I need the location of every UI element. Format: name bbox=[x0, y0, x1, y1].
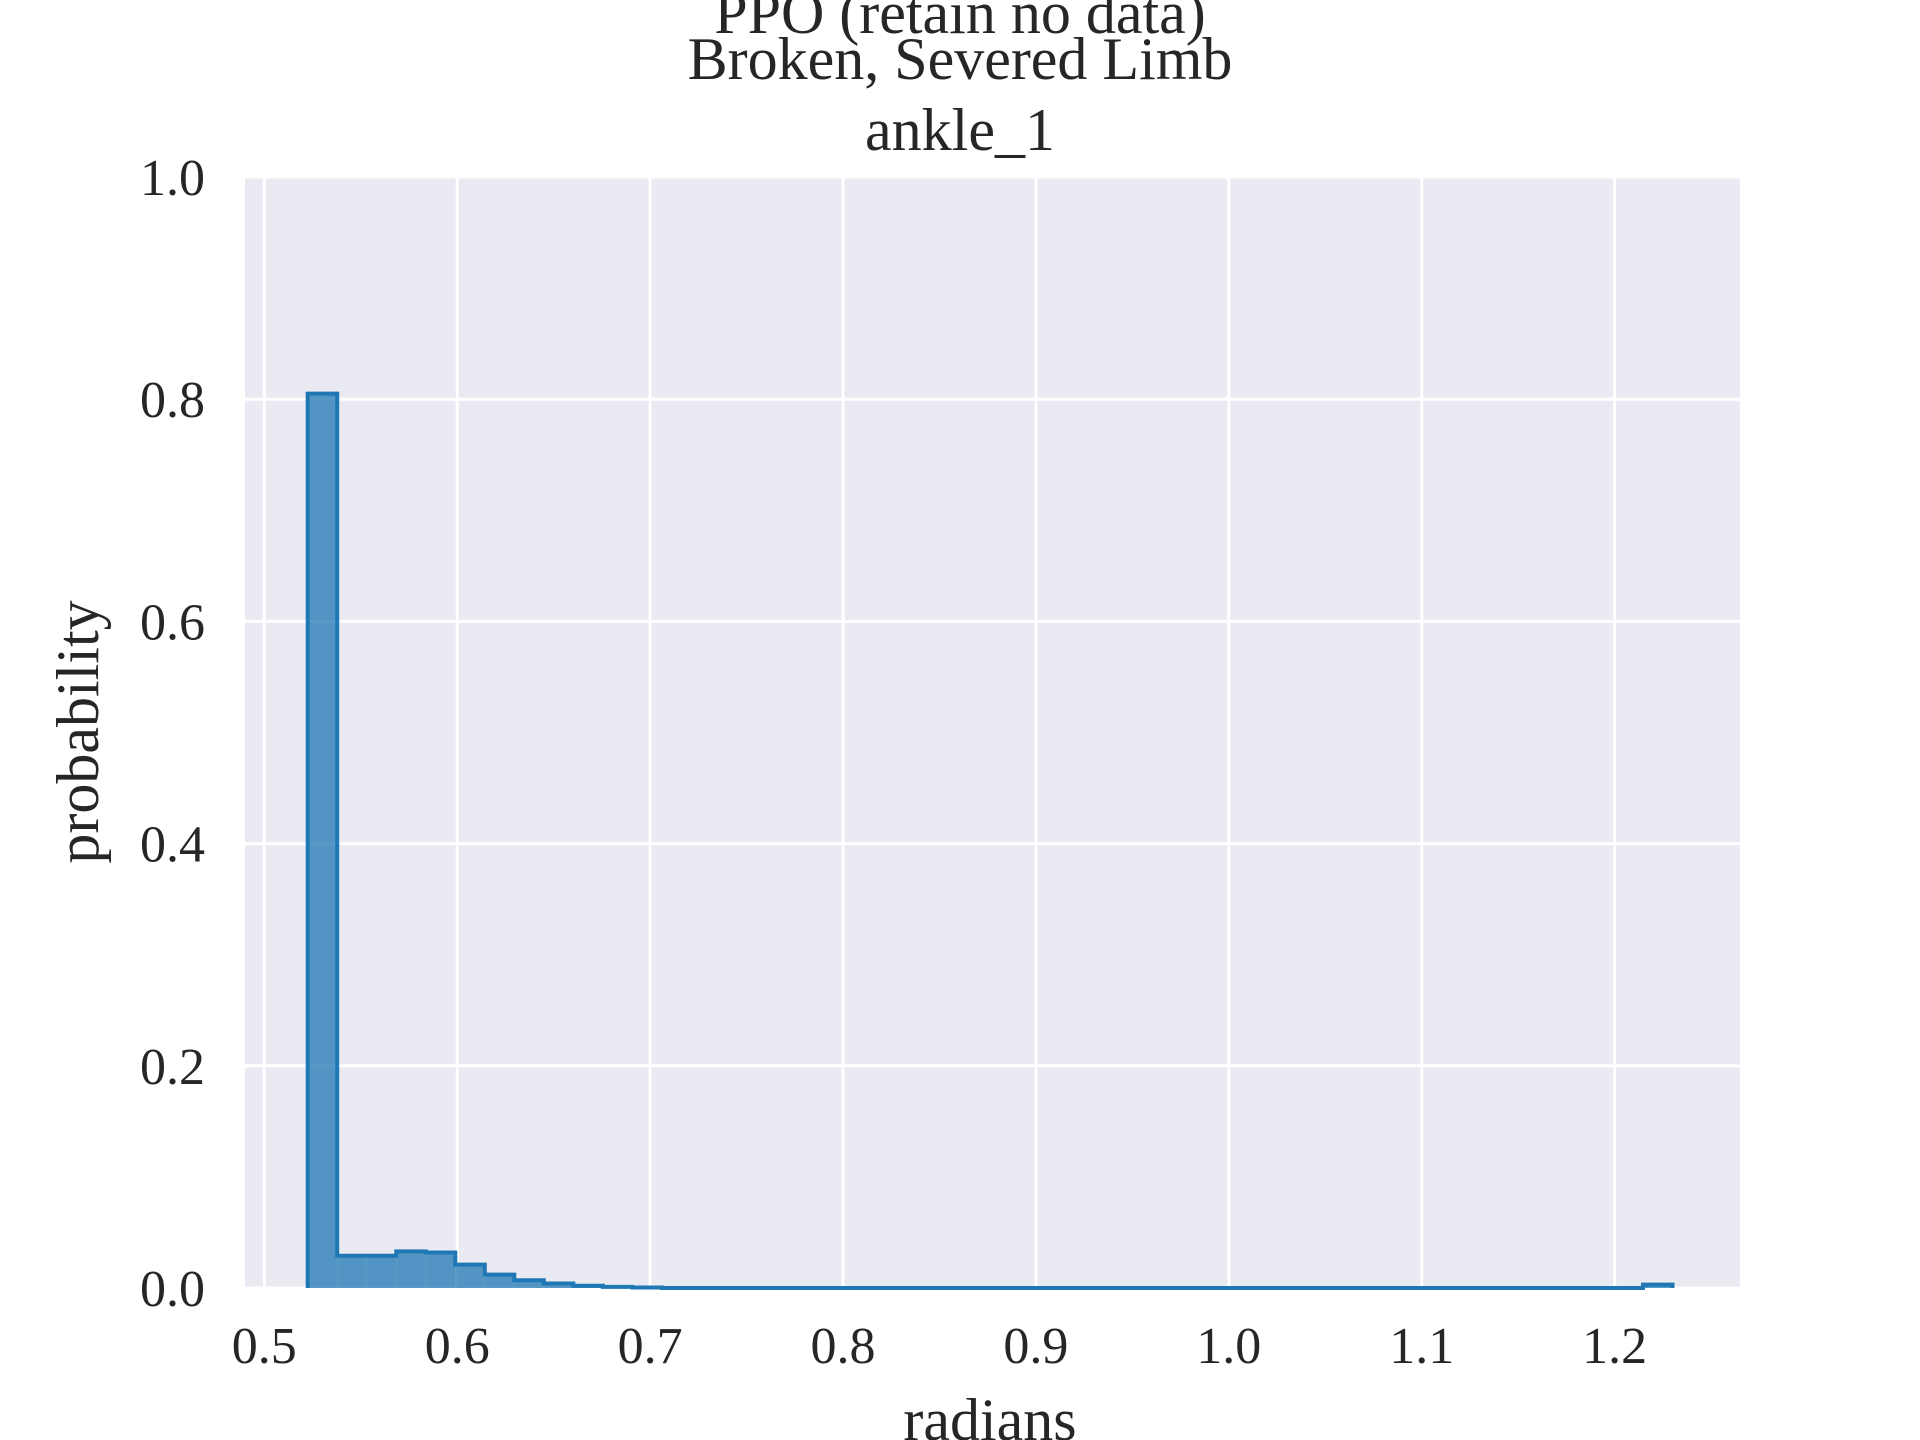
histogram-bar bbox=[307, 393, 338, 1288]
y-tick-label: 0.0 bbox=[140, 1261, 205, 1318]
histogram-bar bbox=[455, 1264, 485, 1288]
y-tick-labels: 0.0 0.2 0.4 0.6 0.8 1.0 bbox=[140, 150, 205, 1318]
histogram-bar bbox=[425, 1252, 456, 1288]
x-axis-label: radians bbox=[903, 1387, 1076, 1440]
histogram-bars bbox=[305, 391, 1675, 1290]
y-tick-label: 0.2 bbox=[140, 1039, 205, 1096]
histogram-bar bbox=[543, 1283, 574, 1288]
x-tick-label: 1.0 bbox=[1196, 1318, 1261, 1375]
chart-title-line-1: PPO (retain no data) bbox=[714, 0, 1206, 46]
x-tick-label: 0.8 bbox=[811, 1318, 876, 1375]
chart-title-line-3: ankle_1 bbox=[865, 97, 1055, 163]
x-tick-label: 0.9 bbox=[1003, 1318, 1068, 1375]
y-tick-label: 0.8 bbox=[140, 372, 205, 429]
x-tick-label: 1.1 bbox=[1389, 1318, 1454, 1375]
histogram-step-outline bbox=[305, 391, 1675, 1290]
histogram-bar bbox=[396, 1251, 426, 1288]
histogram-bar bbox=[366, 1255, 397, 1288]
y-tick-label: 0.6 bbox=[140, 594, 205, 651]
histogram-bar bbox=[514, 1280, 544, 1288]
plot-background bbox=[245, 177, 1740, 1288]
y-axis-label: probability bbox=[45, 600, 111, 863]
histogram-bar bbox=[337, 1255, 367, 1288]
histogram-bar bbox=[484, 1274, 515, 1288]
x-tick-label: 1.2 bbox=[1582, 1318, 1647, 1375]
y-tick-label: 0.4 bbox=[140, 817, 205, 874]
chart-title-line-2: Broken, Severed Limb bbox=[687, 26, 1233, 92]
x-tick-labels: 0.5 0.6 0.7 0.8 0.9 1.0 1.1 1.2 bbox=[232, 1318, 1647, 1375]
y-tick-label: 1.0 bbox=[140, 150, 205, 207]
x-tick-label: 0.5 bbox=[232, 1318, 297, 1375]
x-tick-label: 0.6 bbox=[425, 1318, 490, 1375]
x-tick-label: 0.7 bbox=[618, 1318, 683, 1375]
